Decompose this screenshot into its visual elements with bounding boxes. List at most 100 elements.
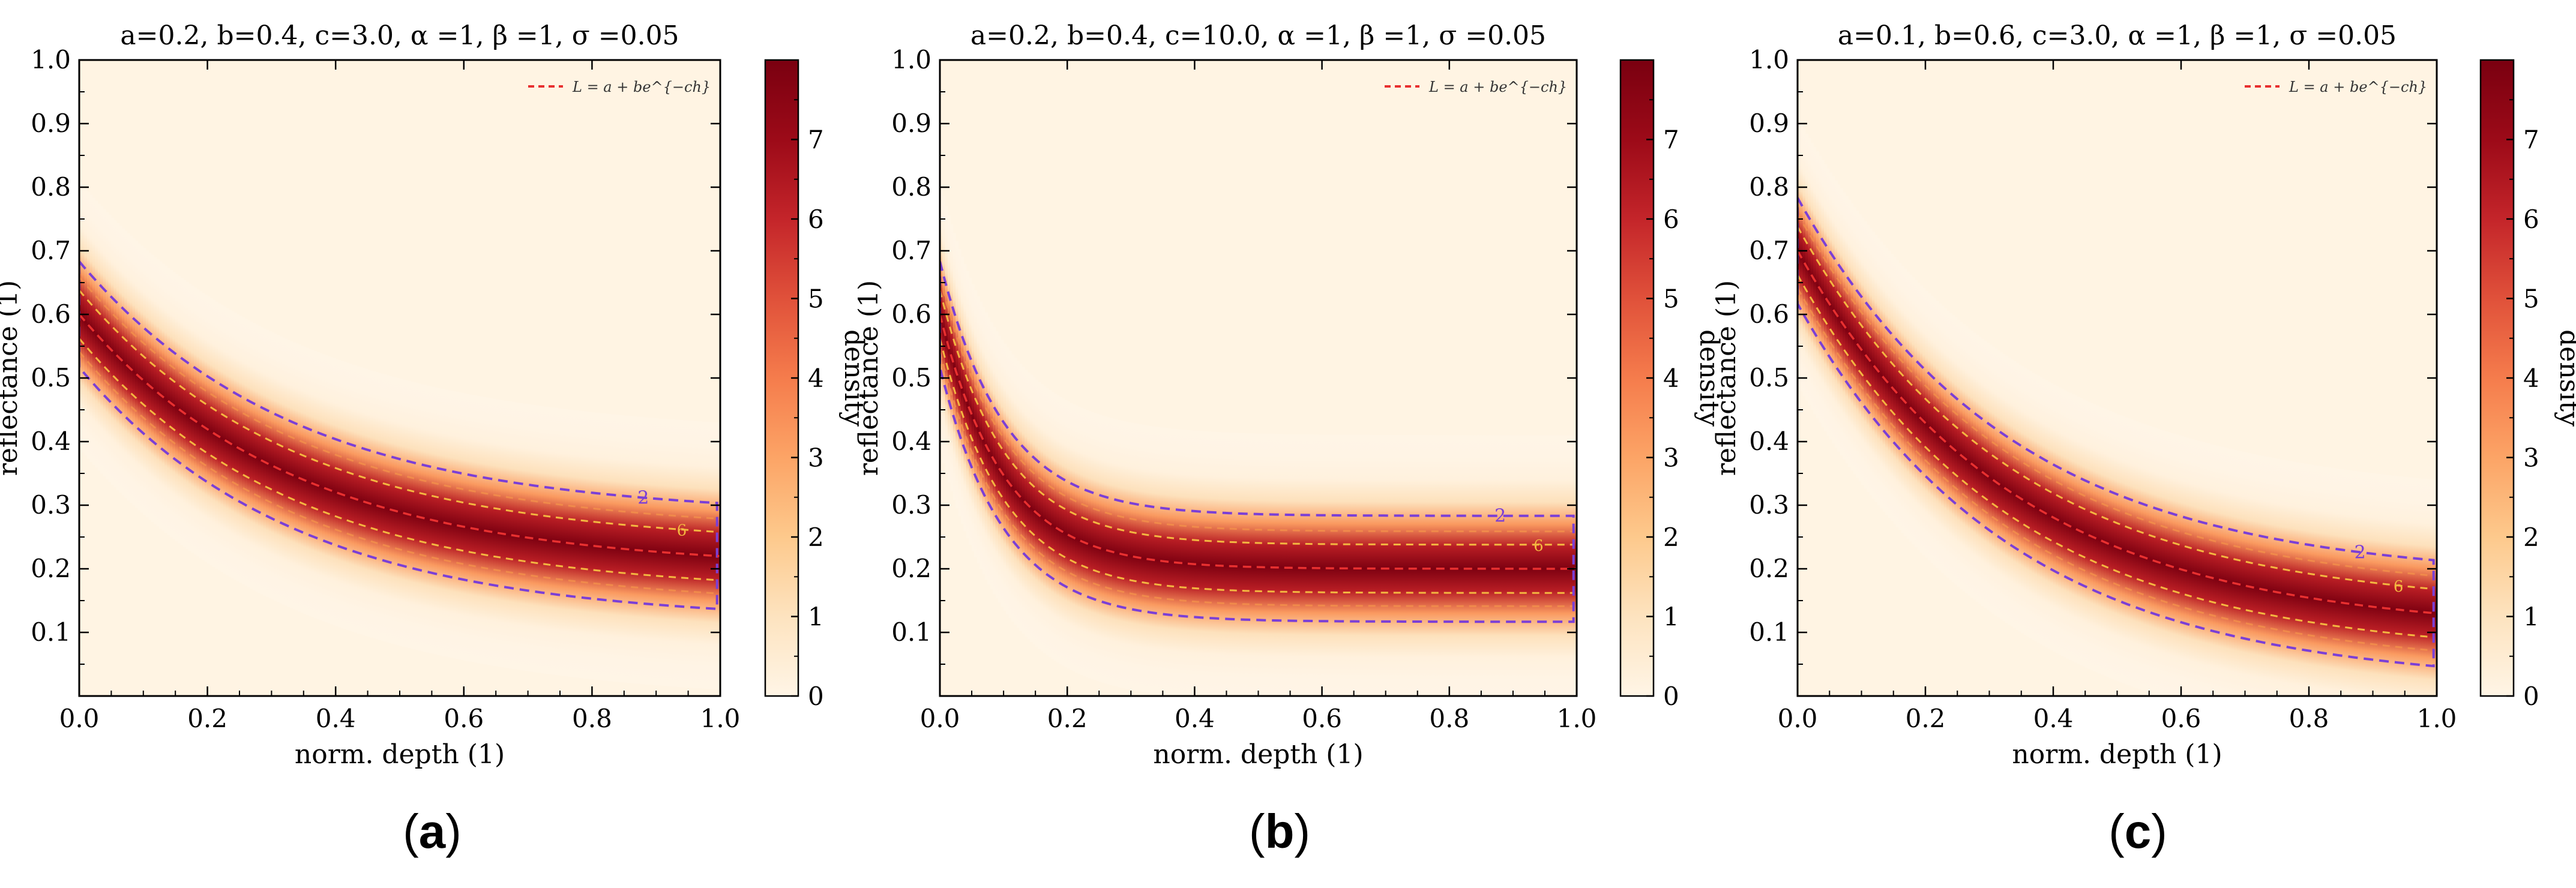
chart-panel-a: 2 6 0.0 0.2 0.4 0.6 0.8 1.0 0.1 0.2 0.3 0.4 0.5 0.6 0.…	[0, 20, 869, 770]
density-strip	[154, 257, 157, 524]
density-strip	[982, 307, 986, 575]
density-strip	[506, 401, 510, 668]
x-tick-label: 0.4	[316, 704, 356, 733]
density-strip	[1428, 435, 1431, 696]
y-tick-label: 0.4	[891, 427, 931, 456]
x-axis-label: norm. depth (1)	[1153, 739, 1363, 770]
density-strip	[305, 347, 310, 615]
y-tick-label: 0.5	[31, 363, 71, 392]
density-strip	[672, 419, 675, 687]
density-strip	[185, 281, 189, 550]
density-strip	[1303, 434, 1307, 696]
density-strip	[1481, 435, 1484, 696]
density-strip	[1348, 434, 1352, 696]
density-strip	[1298, 434, 1301, 696]
y-tick-label: 0.3	[31, 490, 71, 520]
density-strip	[2290, 461, 2293, 696]
density-strip	[1324, 434, 1328, 696]
density-strip	[175, 274, 179, 541]
density-strip	[1335, 434, 1338, 696]
density-strip	[292, 342, 296, 610]
mean-curve	[1798, 250, 2437, 615]
density-strip	[2282, 460, 2286, 696]
density-strip	[2212, 445, 2216, 696]
y-tick-label: 0.8	[891, 172, 931, 202]
contour-level-4-lower	[1798, 287, 2434, 652]
density-strip	[701, 421, 705, 689]
density-strip	[84, 188, 88, 456]
density-strip	[589, 412, 592, 679]
y-tick-label: 0.8	[31, 172, 71, 202]
density-strip	[2231, 449, 2235, 696]
density-strip	[546, 407, 550, 674]
y-tick-label: 0.1	[1749, 617, 1789, 647]
density-strip	[1518, 435, 1521, 696]
density-strip	[2036, 376, 2041, 643]
contour-label-6: 6	[2394, 578, 2404, 596]
density-strip	[1154, 427, 1158, 694]
density-strip	[2173, 433, 2176, 696]
density-strip	[2149, 426, 2152, 694]
density-strip	[188, 284, 192, 551]
density-strip	[1350, 434, 1355, 696]
density-strip	[1051, 392, 1055, 659]
density-strip	[2287, 461, 2291, 696]
chart-panel-b: 2 6 0.0 0.2 0.4 0.6 0.8 1.0 0.1 0.2 0.3 0.4 0.5 0.6 0.…	[853, 20, 1724, 770]
density-strip	[1544, 435, 1548, 696]
density-strip	[562, 409, 566, 676]
density-strip	[2404, 476, 2408, 696]
density-strip	[2349, 470, 2352, 696]
y-tick-label: 0.6	[1749, 299, 1789, 329]
density-strip	[2306, 464, 2310, 696]
density-strip	[1496, 435, 1500, 696]
x-tick-label: 0.6	[444, 704, 484, 733]
contour-level-6-upper	[1798, 226, 2434, 590]
x-tick-label: 1.0	[1557, 704, 1597, 733]
density-strip	[231, 311, 235, 578]
colorbar-tick-label: 7	[2523, 125, 2539, 155]
density-strip	[2415, 478, 2419, 696]
y-tick-label: 0.1	[891, 617, 931, 647]
density-strip	[2292, 461, 2296, 696]
density-strip	[1377, 434, 1381, 696]
colorbar-tick-label: 0	[1663, 682, 1679, 711]
density-strip	[1412, 435, 1415, 696]
density-strip	[960, 256, 964, 524]
density-strip	[493, 398, 496, 666]
density-strip	[1515, 435, 1519, 696]
density-strip	[346, 362, 349, 630]
density-strip	[2311, 464, 2315, 696]
density-strip	[1311, 434, 1314, 696]
density-strip	[1247, 433, 1251, 696]
density-strip	[2260, 455, 2264, 696]
density-strip	[1061, 398, 1065, 666]
density-strip	[92, 197, 96, 465]
density-strip	[1829, 172, 1833, 440]
contour-label-6: 6	[1533, 537, 1544, 555]
density-strip	[196, 289, 200, 557]
density-strip	[1367, 434, 1370, 696]
y-tick-label: 0.5	[891, 363, 931, 392]
density-strip	[522, 403, 526, 671]
x-tick-label: 0.0	[1778, 704, 1818, 733]
density-strip	[1422, 435, 1426, 696]
y-tick-label: 0.7	[1749, 236, 1789, 265]
density-strip	[2210, 444, 2213, 696]
density-strip	[439, 388, 443, 656]
density-strip	[1284, 434, 1288, 696]
density-strip	[1946, 310, 1950, 578]
density-strip	[699, 421, 702, 689]
density-strip	[1205, 431, 1208, 696]
x-tick-label: 0.2	[187, 704, 227, 733]
density-strip	[2194, 440, 2198, 696]
density-strip	[1215, 431, 1219, 696]
density-strip	[1837, 184, 1841, 452]
density-strip	[1337, 434, 1341, 696]
density-strip	[1218, 432, 1222, 696]
density-strip	[1441, 435, 1445, 696]
colorbar-tick-label: 0	[808, 682, 824, 711]
y-tick-label: 1.0	[1749, 45, 1789, 74]
density-strip	[2401, 476, 2406, 696]
density-strip	[2269, 457, 2272, 696]
density-strip	[121, 228, 125, 496]
